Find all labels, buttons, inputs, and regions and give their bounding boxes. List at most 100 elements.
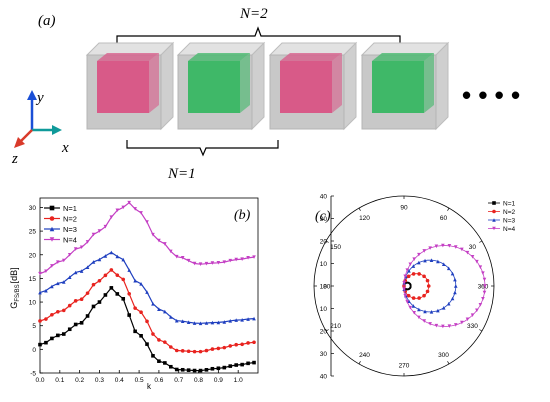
data-point [67,252,72,257]
data-point [210,320,215,325]
radial-tick-label: 30 [320,351,328,358]
data-point [240,342,244,347]
polar-point [422,293,426,298]
data-point [91,260,96,264]
x-axis-arrowhead [52,125,62,135]
data-point [169,315,173,319]
polar-point [465,317,470,322]
polar-point [453,323,458,327]
polar-point [428,246,432,250]
polar-point [475,259,479,264]
panel-b-label: (b) [234,208,251,223]
data-point [216,346,221,351]
core-front [188,61,240,113]
data-point [222,365,227,370]
polar-point [402,280,406,285]
data-point [109,268,114,272]
data-point [115,292,120,296]
polar-point [423,309,427,314]
data-point [174,318,179,323]
cube-side-face [251,41,265,131]
core-front [97,61,149,113]
ylabel-main: G [9,302,19,309]
data-point [139,281,143,286]
data-point [246,256,250,260]
data-point [38,342,42,347]
legend-marker [49,226,55,232]
data-point [216,366,221,371]
series-3 [38,250,256,326]
axis-triad: y x z [11,90,69,167]
data-point [210,261,215,265]
data-point [121,277,126,282]
radial-tick-label: 0 [323,284,327,291]
data-point [56,309,60,314]
y-tick-label: 25 [29,229,37,236]
polar-point [481,297,485,301]
core-top [97,53,159,61]
polar-point [441,243,445,248]
legend-label: N=2 [503,209,515,216]
series-line [39,251,255,324]
data-point [67,303,72,308]
polar-series-4 [402,243,487,329]
angle-tick [358,361,361,365]
polar-point [434,323,439,328]
polar-point [412,311,416,315]
data-point [127,268,131,272]
z-axis-label: z [11,151,18,167]
data-point [192,368,197,373]
data-point [198,368,203,373]
polar-point [408,305,413,310]
data-point [139,211,143,215]
core-side [149,53,159,113]
polar-point [481,271,485,275]
data-point [174,348,179,353]
core-top [280,53,342,61]
polar-point [422,274,426,279]
data-point [210,366,215,371]
data-point [252,360,256,365]
data-point [139,333,143,338]
x-tick-label: 0.8 [194,377,203,384]
polar-point [482,290,487,295]
data-point [97,300,102,304]
data-point [186,320,191,324]
data-point [234,257,238,262]
data-point [73,270,78,275]
data-point [97,257,102,262]
data-point [97,278,102,283]
cube-4 [360,41,450,131]
polar-point [403,274,407,279]
data-point [157,359,161,363]
data-point [151,332,155,336]
data-point [222,345,227,350]
data-point [127,291,131,296]
polar-point [411,272,416,276]
core-side [424,53,434,113]
data-point [56,260,60,264]
polar-point [434,244,439,249]
data-point [38,290,42,295]
angle-tick-label: 120 [359,215,370,222]
panel-b-frame [39,197,259,374]
data-point [56,281,60,286]
data-point [157,238,161,243]
data-point [246,317,250,321]
cube-row [85,41,450,131]
polar-point [482,277,487,282]
x-tick-label: 1.0 [234,377,243,384]
angle-tick-label: 180 [320,284,331,291]
panel-b-xlabel: k [147,382,152,391]
polar-point [423,258,427,263]
angle-tick-label: 90 [400,205,408,212]
angle-tick-label: 330 [467,323,478,330]
data-point [151,354,155,358]
legend-marker [49,205,55,211]
data-point [133,207,137,211]
panel-c-series [402,243,487,329]
data-point [180,255,185,260]
y-tick-label: 10 [29,300,37,307]
data-point [91,232,96,237]
